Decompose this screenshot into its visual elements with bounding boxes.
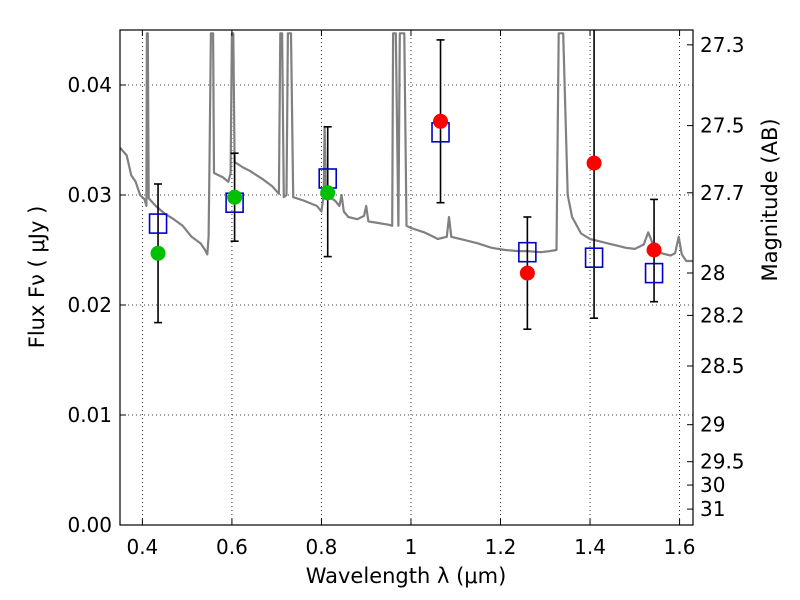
observed-point	[646, 242, 662, 258]
template-spectrum	[120, 32, 693, 263]
x-tick-label: 1.6	[664, 535, 696, 559]
magnitude-axis-label: Magnitude (AB)	[758, 118, 782, 281]
magnitude-tick-label: 29	[700, 413, 725, 437]
y-tick-label: 0.01	[67, 403, 112, 427]
magnitude-tick-label: 29.5	[700, 450, 745, 474]
magnitude-tick-label: 28	[700, 261, 725, 285]
magnitude-tick-label: 27.3	[700, 33, 745, 57]
x-tick-label: 0.4	[126, 535, 158, 559]
template-spectrum-line	[120, 32, 693, 263]
y-axis-label: Flux Fν ( μJy )	[25, 206, 49, 349]
magnitude-tick-label: 27.5	[700, 114, 745, 138]
y-tick-label: 0.00	[67, 513, 112, 537]
observed-point	[320, 185, 336, 201]
grid	[120, 30, 693, 526]
error-bars	[154, 30, 659, 331]
observed-point	[150, 245, 166, 261]
x-tick-label: 1	[405, 535, 418, 559]
y-tick-label: 0.03	[67, 183, 112, 207]
observed-point	[586, 155, 602, 171]
magnitude-tick-label: 30	[700, 473, 725, 497]
x-tick-label: 1.4	[574, 535, 606, 559]
plot-frame	[119, 29, 694, 526]
y-tick-label: 0.02	[67, 293, 112, 317]
model-point	[148, 213, 168, 234]
model-point	[644, 262, 664, 284]
x-axis-ticks: 0.4 0.6 0.8 1 1.2 1.4 1.6	[126, 30, 695, 559]
model-point	[518, 241, 537, 263]
observed-point	[227, 189, 243, 205]
x-tick-label: 0.8	[306, 535, 338, 559]
observed-photometry	[150, 113, 662, 281]
magnitude-tick-label: 28.5	[700, 354, 745, 378]
x-axis-label: Wavelength λ (μm)	[306, 564, 507, 588]
x-tick-label: 0.6	[216, 535, 248, 559]
magnitude-tick-label: 27.7	[700, 181, 745, 205]
y-tick-label: 0.04	[67, 73, 112, 97]
magnitude-tick-label: 28.2	[700, 303, 745, 327]
observed-point	[433, 113, 449, 129]
y-axis-ticks: 0.00 0.01 0.02 0.03 0.04	[67, 73, 126, 537]
observed-point	[519, 265, 535, 281]
model-point	[584, 247, 604, 268]
x-tick-label: 1.2	[485, 535, 517, 559]
magnitude-tick-label: 31	[700, 497, 725, 521]
